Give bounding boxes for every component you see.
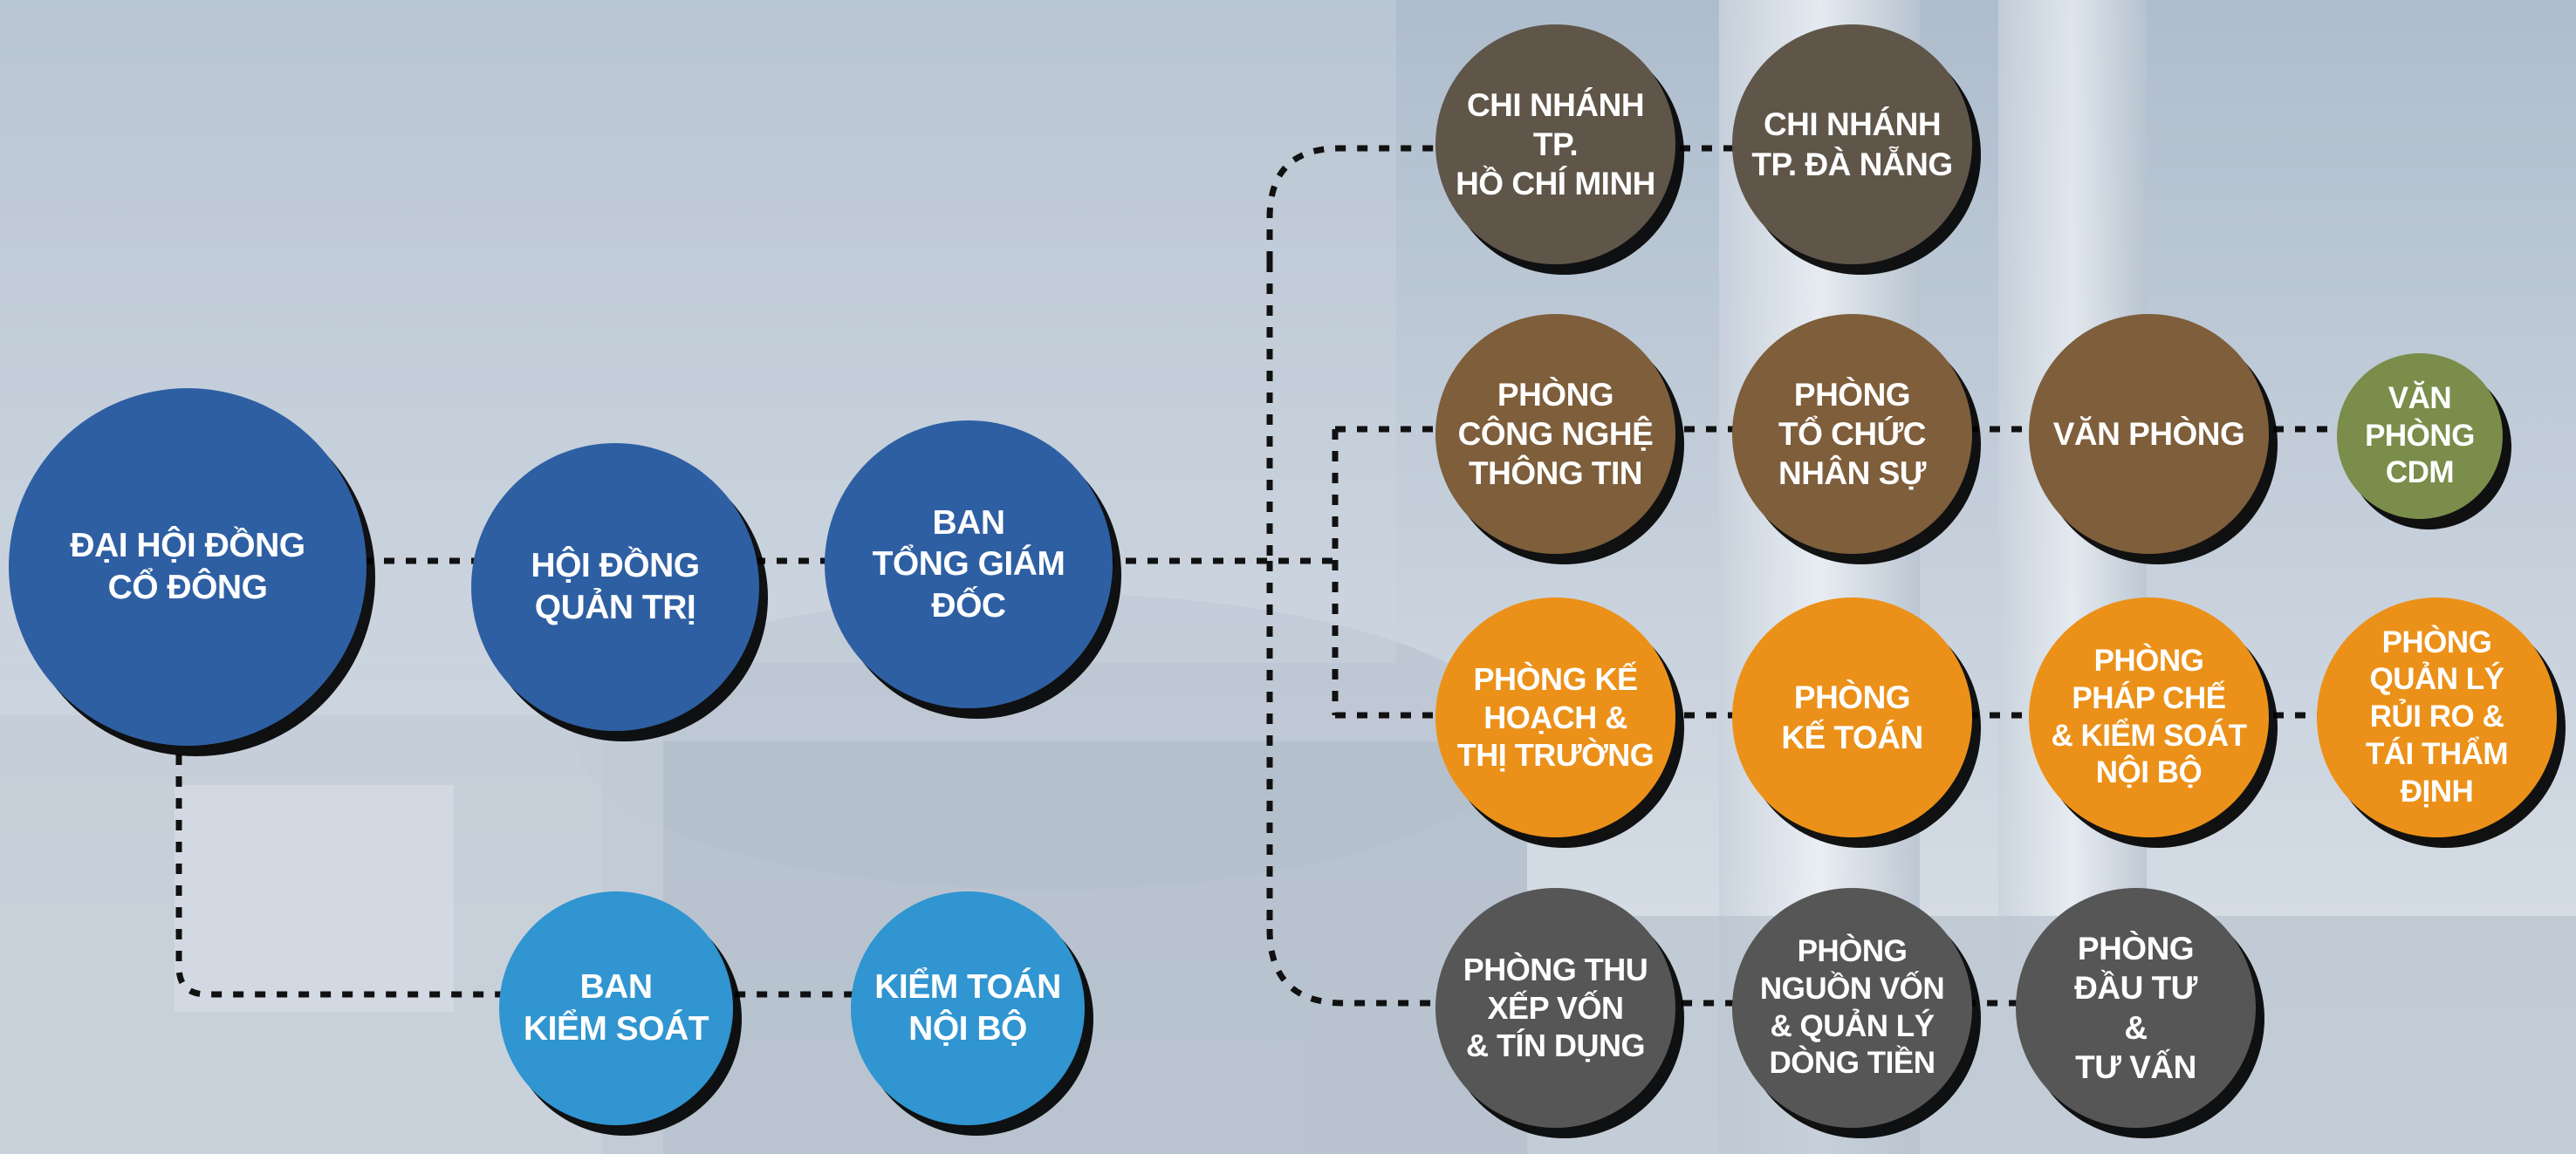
node-label: PHÒNG PHÁP CHẾ & KIỂM SOÁT NỘI BỘ <box>2051 644 2247 790</box>
node-label: VĂN PHÒNG CDM <box>2365 380 2475 490</box>
node-phong-quan-ly-rui-ro[interactable]: PHÒNG QUẢN LÝ RỦI RO & TÁI THẨM ĐỊNH <box>2317 597 2557 837</box>
node-label: CHI NHÁNH TP. ĐÀ NẴNG <box>1751 106 1953 182</box>
node-label: PHÒNG TỔ CHỨC NHÂN SỰ <box>1778 376 1927 492</box>
node-phong-nguon-von[interactable]: PHÒNG NGUỒN VỐN & QUẢN LÝ DÒNG TIỀN <box>1732 888 1972 1128</box>
node-chi-nhanh-hcm[interactable]: CHI NHÁNH TP. HỒ CHÍ MINH <box>1435 24 1675 264</box>
node-phong-to-chuc-nhan-su[interactable]: PHÒNG TỔ CHỨC NHÂN SỰ <box>1732 314 1972 554</box>
node-phong-cong-nghe-thong-tin[interactable]: PHÒNG CÔNG NGHỆ THÔNG TIN <box>1435 314 1675 554</box>
node-dai-hoi-dong-co-dong[interactable]: ĐẠI HỘI ĐỒNG CỔ ĐÔNG <box>9 388 367 746</box>
node-label: PHÒNG QUẢN LÝ RỦI RO & TÁI THẨM ĐỊNH <box>2365 625 2509 809</box>
node-label: PHÒNG CÔNG NGHỆ THÔNG TIN <box>1457 376 1654 492</box>
node-label: PHÒNG KẾ HOẠCH & THỊ TRƯỜNG <box>1456 660 1655 774</box>
node-van-phong-cdm[interactable]: VĂN PHÒNG CDM <box>2337 353 2503 519</box>
node-label: KIỂM TOÁN NỘI BỘ <box>874 968 1061 1048</box>
node-phong-phap-che[interactable]: PHÒNG PHÁP CHẾ & KIỂM SOÁT NỘI BỘ <box>2029 597 2269 837</box>
node-label: HỘI ĐỒNG QUẢN TRỊ <box>531 547 700 626</box>
node-hoi-dong-quan-tri[interactable]: HỘI ĐỒNG QUẢN TRỊ <box>471 443 759 731</box>
node-kiem-toan-noi-bo[interactable]: KIỂM TOÁN NỘI BỘ <box>851 891 1085 1125</box>
node-label: PHÒNG NGUỒN VỐN & QUẢN LÝ DÒNG TIỀN <box>1759 934 1945 1081</box>
node-phong-dau-tu[interactable]: PHÒNG ĐẦU TƯ & TƯ VẤN <box>2016 888 2256 1128</box>
node-phong-ke-hoach-thi-truong[interactable]: PHÒNG KẾ HOẠCH & THỊ TRƯỜNG <box>1435 597 1675 837</box>
node-phong-thu-xep-von[interactable]: PHÒNG THU XẾP VỐN & TÍN DỤNG <box>1435 888 1675 1128</box>
connector-branch-top <box>1266 145 1449 262</box>
node-label: CHI NHÁNH TP. HỒ CHÍ MINH <box>1456 86 1655 202</box>
node-label: VĂN PHÒNG <box>2052 415 2245 452</box>
node-label: PHÒNG ĐẦU TƯ & TƯ VẤN <box>2074 931 2197 1085</box>
node-label: PHÒNG KẾ TOÁN <box>1781 679 1923 755</box>
node-phong-ke-toan[interactable]: PHÒNG KẾ TOÁN <box>1732 597 1972 837</box>
connector-branch-curve-down <box>1266 928 2112 1007</box>
node-label: PHÒNG THU XẾP VỐN & TÍN DỤNG <box>1463 951 1648 1064</box>
node-label: BAN TỔNG GIÁM ĐỐC <box>872 503 1065 625</box>
node-van-phong[interactable]: VĂN PHÒNG <box>2029 314 2269 554</box>
node-label: ĐẠI HỘI ĐỒNG CỔ ĐÔNG <box>70 527 305 606</box>
node-label: BAN KIỂM SOÁT <box>523 968 709 1048</box>
node-ban-kiem-soat[interactable]: BAN KIỂM SOÁT <box>499 891 733 1125</box>
node-chi-nhanh-da-nang[interactable]: CHI NHÁNH TP. ĐÀ NẴNG <box>1732 24 1972 264</box>
node-ban-tong-giam-doc[interactable]: BAN TỔNG GIÁM ĐỐC <box>825 420 1113 708</box>
